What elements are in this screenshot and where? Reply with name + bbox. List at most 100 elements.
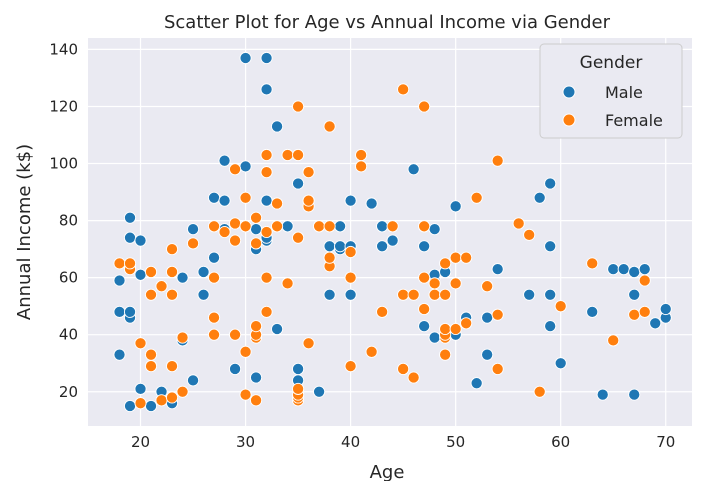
data-point-male	[250, 371, 263, 384]
data-point-male	[607, 263, 620, 276]
data-point-female	[418, 220, 431, 233]
data-point-female	[302, 194, 315, 207]
data-point-female	[323, 220, 336, 233]
data-points	[113, 51, 672, 413]
data-point-male	[544, 288, 557, 301]
data-point-male	[186, 374, 200, 387]
data-point-male	[659, 302, 672, 316]
chart-title: Scatter Plot for Age vs Annual Income vi…	[164, 12, 611, 33]
data-point-male	[113, 348, 126, 361]
data-point-female	[292, 382, 305, 395]
data-point-female	[176, 331, 189, 344]
data-point-female	[491, 154, 504, 167]
data-point-female	[176, 385, 189, 398]
data-point-male	[344, 288, 357, 301]
data-point-female	[355, 148, 368, 162]
data-point-female	[271, 197, 284, 210]
tick-labels: 20 30 40 50 60 70 20 40 60 80 100 120 140	[49, 40, 675, 451]
data-point-male	[386, 234, 399, 247]
data-point-female	[144, 348, 158, 361]
data-point-female	[418, 100, 431, 113]
data-point-female	[229, 328, 242, 341]
data-point-male	[292, 362, 305, 375]
data-point-female	[344, 360, 357, 373]
data-point-female	[638, 274, 651, 287]
data-point-male	[365, 197, 378, 210]
data-point-male	[481, 348, 494, 361]
data-point-female	[250, 320, 263, 333]
data-point-female	[407, 371, 420, 384]
data-point-male	[544, 240, 557, 253]
data-point-male	[554, 357, 567, 370]
data-point-male	[271, 120, 284, 133]
data-point-male	[186, 223, 200, 236]
data-point-male	[418, 240, 431, 253]
data-point-female	[491, 308, 504, 321]
data-point-female	[638, 305, 651, 318]
data-point-female	[428, 277, 441, 290]
data-point-female	[323, 120, 336, 133]
legend-marker-female	[562, 113, 576, 127]
legend-box	[539, 43, 683, 139]
data-point-female	[260, 148, 273, 162]
data-point-male	[628, 288, 641, 301]
data-point-female	[144, 360, 158, 373]
data-point-female	[512, 217, 525, 230]
data-point-female	[250, 211, 263, 224]
data-point-female	[439, 257, 452, 270]
data-point-male	[250, 223, 263, 236]
data-point-male	[123, 399, 137, 413]
legend: Gender Male Female	[539, 43, 683, 139]
data-point-female	[208, 220, 221, 233]
data-point-female	[260, 166, 273, 179]
data-point-female	[239, 191, 252, 204]
data-point-male	[260, 194, 273, 207]
x-tick-label: 20	[131, 433, 150, 451]
data-point-female	[344, 245, 357, 259]
data-point-male	[323, 288, 336, 301]
data-point-female	[165, 360, 179, 373]
data-point-male	[491, 263, 504, 276]
data-point-female	[134, 337, 147, 350]
data-point-male	[628, 265, 641, 278]
data-point-male	[208, 251, 221, 264]
y-tick-label: 140	[49, 40, 78, 58]
data-point-male	[218, 154, 231, 167]
legend-marker-male	[562, 85, 576, 99]
data-point-male	[544, 177, 557, 190]
data-point-male	[617, 263, 630, 276]
y-tick-label: 40	[59, 326, 78, 344]
data-point-female	[165, 265, 179, 278]
data-point-male	[239, 160, 252, 173]
data-point-male	[123, 231, 137, 244]
data-point-female	[239, 388, 252, 401]
x-tick-label: 60	[551, 433, 570, 451]
legend-label-female: Female	[605, 111, 663, 130]
data-point-female	[239, 345, 252, 358]
x-tick-label: 40	[341, 433, 360, 451]
data-point-female	[365, 345, 378, 358]
x-tick-label: 50	[446, 433, 465, 451]
data-point-female	[292, 148, 305, 162]
y-axis-label: Annual Income (k$)	[14, 144, 35, 320]
data-point-male	[334, 220, 347, 233]
data-point-male	[481, 311, 494, 324]
data-point-female	[250, 394, 263, 407]
x-axis-label: Age	[370, 462, 405, 481]
data-point-male	[407, 163, 420, 176]
data-point-female	[260, 305, 273, 318]
data-point-female	[397, 362, 410, 375]
data-point-male	[649, 317, 662, 330]
data-point-female	[397, 83, 410, 96]
data-point-female	[323, 251, 336, 264]
data-point-female	[165, 391, 179, 404]
data-point-female	[186, 237, 200, 250]
data-point-female	[449, 322, 462, 336]
data-point-male	[418, 320, 431, 333]
data-point-female	[250, 237, 263, 250]
data-point-male	[281, 220, 294, 233]
data-point-female	[355, 160, 368, 173]
data-point-female	[165, 288, 179, 301]
data-point-female	[344, 271, 357, 284]
data-point-male	[134, 234, 147, 247]
